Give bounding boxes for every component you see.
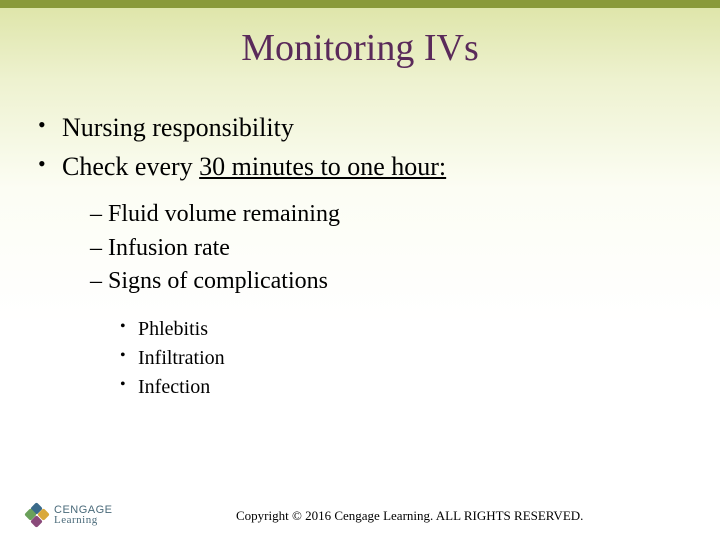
- cengage-logo-text: CENGAGE Learning: [54, 505, 113, 526]
- logo-line-learning: Learning: [54, 515, 113, 525]
- bullet-check-frequency: Check every 30 minutes to one hour:: [38, 149, 720, 184]
- slide-title: Monitoring IVs: [0, 26, 720, 70]
- bullet-check-underlined: 30 minutes to one hour:: [199, 152, 446, 181]
- accent-bar: [0, 0, 720, 8]
- cengage-logo-icon: [26, 504, 48, 526]
- copyright-text: Copyright © 2016 Cengage Learning. ALL R…: [236, 508, 583, 524]
- cengage-logo: CENGAGE Learning: [26, 504, 113, 526]
- subbullet-fluid-volume: – Fluid volume remaining: [90, 198, 720, 232]
- bullet-check-prefix: Check every: [62, 152, 199, 181]
- subsub-infiltration: Infiltration: [120, 344, 720, 373]
- subsub-phlebitis: Phlebitis: [120, 315, 720, 344]
- subbullet-complications: – Signs of complications: [90, 265, 720, 299]
- subsub-infection: Infection: [120, 373, 720, 402]
- sub-bullets: – Fluid volume remaining – Infusion rate…: [38, 198, 720, 299]
- footer: CENGAGE Learning Copyright © 2016 Cengag…: [26, 504, 720, 526]
- subsub-bullets: Phlebitis Infiltration Infection: [38, 315, 720, 402]
- subbullet-infusion-rate: – Infusion rate: [90, 232, 720, 266]
- bullet-nursing-responsibility: Nursing responsibility: [38, 110, 720, 145]
- slide-content: Nursing responsibility Check every 30 mi…: [0, 110, 720, 402]
